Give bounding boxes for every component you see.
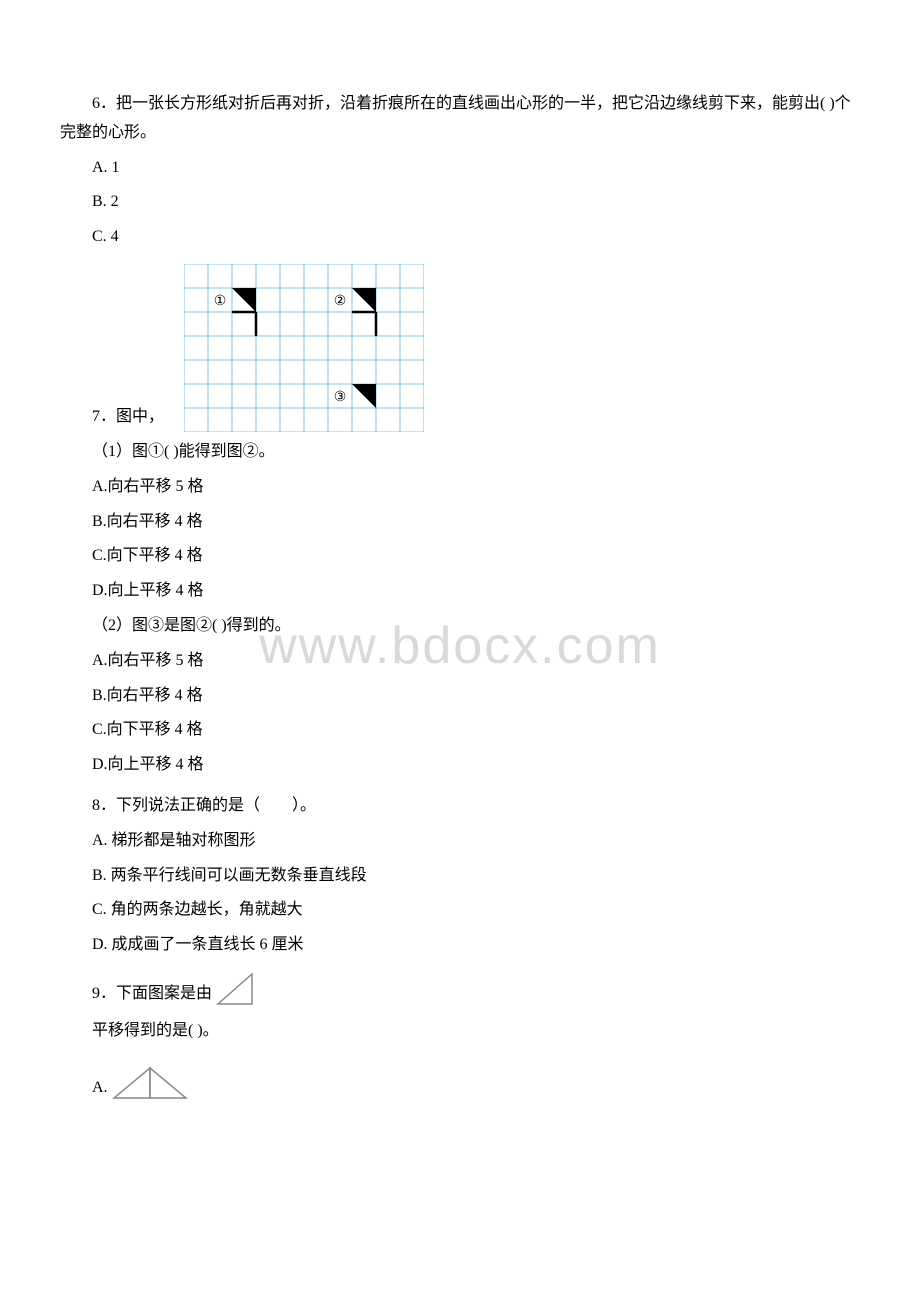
q7-sub1-b: B.向右平移 4 格 [92,508,860,537]
triangle-pair-icon [112,1066,188,1100]
svg-text:①: ① [214,294,227,309]
q7-sub2-c: C.向下平移 4 格 [92,716,860,745]
q6-text: 6．把一张长方形纸对折后再对折，沿着折痕所在的直线画出心形的一半，把它沿边缘线剪… [60,90,860,148]
q8-text: 8．下列说法正确的是（ ）。 [92,792,860,821]
question-7: 7．图中， ① ② ③ （1）图①( )能得到图②。 A.向右平移 5 格 B.向右… [60,264,860,780]
q9-text2: 平移得到的是( )。 [92,1017,860,1046]
question-6: 6．把一张长方形纸对折后再对折，沿着折痕所在的直线画出心形的一半，把它沿边缘线剪… [60,90,860,252]
q6-option-c: C. 4 [92,223,860,252]
q7-sub2-a: A.向右平移 5 格 [92,647,860,676]
q7-sub1: （1）图①( )能得到图②。 [92,438,860,467]
document-content: 6．把一张长方形纸对折后再对折，沿着折痕所在的直线画出心形的一半，把它沿边缘线剪… [60,90,860,1110]
q7-sub2-b: B.向右平移 4 格 [92,682,860,711]
svg-text:③: ③ [334,390,347,405]
q7-sub1-a: A.向右平移 5 格 [92,473,860,502]
q9-option-a-label: A. [92,1079,108,1096]
q7-grid: ① ② ③ [184,264,424,432]
grid-diagram: ① ② ③ [184,264,424,432]
q9-text1: 9．下面图案是由 [92,985,212,1002]
triangle-small-icon [216,972,254,1006]
question-8: 8．下列说法正确的是（ ）。 A. 梯形都是轴对称图形 B. 两条平行线间可以画… [60,792,860,960]
q6-option-b: B. 2 [92,188,860,217]
q6-option-a: A. 1 [92,154,860,183]
q7-sub1-d: D.向上平移 4 格 [92,577,860,606]
question-9: 9．下面图案是由 平移得到的是( )。 A. [60,972,860,1110]
svg-text:②: ② [334,294,347,309]
q8-option-d: D. 成成画了一条直线长 6 厘米 [92,931,860,960]
q9-triangle-icon [216,972,254,1017]
q7-label: 7．图中， [92,403,164,432]
q7-sub1-c: C.向下平移 4 格 [92,542,860,571]
q8-option-b: B. 两条平行线间可以画无数条垂直线段 [92,862,860,891]
q8-option-c: C. 角的两条边越长，角就越大 [92,896,860,925]
q9-option-a-icon [112,1066,188,1111]
q7-sub2: （2）图③是图②( )得到的。 [92,612,860,641]
q8-option-a: A. 梯形都是轴对称图形 [92,827,860,856]
q7-sub2-d: D.向上平移 4 格 [92,751,860,780]
